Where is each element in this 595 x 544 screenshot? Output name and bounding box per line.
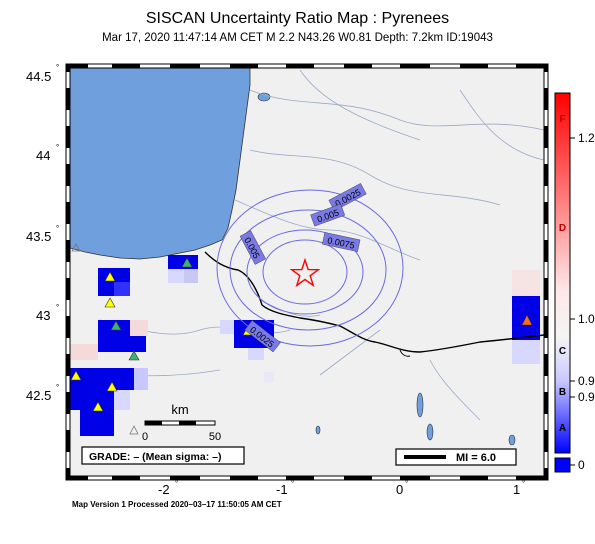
sea-bay-of-biscay [70,68,251,260]
scale-bar-unit: km [171,402,188,417]
grade-letter: D [559,223,566,234]
colorbar-tick-label: 0 [578,458,585,472]
degree-mark: ° [56,303,59,312]
scale-bar-tick: 50 [209,431,221,443]
station-triangle [92,401,104,412]
grade-letter: C [559,346,566,357]
station-triangle [70,370,82,381]
colorbar-tick-label: 0.9 [578,374,595,388]
processing-footer: Map Version 1 Processed 2020–03–17 11:50… [72,500,282,509]
station-triangle [106,381,118,392]
lat-tick-label: 42.5 [26,388,51,403]
grade-letter: B [559,387,566,398]
station-triangle [110,320,122,331]
lake-shape [315,425,321,435]
station-triangle [104,297,116,308]
degree-mark: ° [405,479,408,488]
lat-tick-label: 43.5 [26,229,51,244]
lon-tick-label: -1 [276,482,288,497]
degree-mark: ° [56,224,59,233]
mi-text: MI = 6.0 [456,452,496,464]
degree-mark: ° [56,143,59,152]
lon-tick-label: 1 [513,482,520,497]
map-title: SISCAN Uncertainty Ratio Map : Pyrenees [145,10,450,27]
station-triangle [521,314,533,326]
map-frame [65,63,549,481]
lake-shape [426,423,434,441]
degree-mark: ° [291,479,294,488]
degree-mark: ° [56,63,59,72]
station-triangle [104,271,116,282]
lat-tick-label: 44 [36,148,50,163]
colorbar-tick-label: 1.0 [578,312,595,326]
border-france-spain [204,251,544,353]
uncertainty-contours [216,189,404,347]
lon-tick-label: 0 [396,482,403,497]
lake-shape [508,434,516,446]
station-triangle [181,257,193,268]
scale-bar: km 0 50 [142,402,221,443]
lat-tick-label: 44.5 [26,69,51,84]
colorbar-tick-label: 0.9 [578,390,595,404]
lake-shape [416,392,424,418]
lon-tick-label: -2 [158,482,170,497]
grade-box: GRADE: – (Mean sigma: –) [81,446,245,465]
border-andorra [399,349,411,357]
epicenter-star-icon [289,257,321,288]
contour-0-005 [229,209,387,331]
lat-axis: 44.5 ° 44 ° 43.5 ° 43 ° 42.5 ° [26,63,59,403]
contour-0-0075 [246,229,364,315]
station-triangle-empty [129,425,139,435]
map-body: 0.0025 0.005 0.0075 0.005 0.0025 km [70,68,544,476]
grade-letter: A [559,423,566,434]
contour-0-0025 [216,189,404,347]
scale-bar-tick: 0 [142,431,148,443]
mi-box: MI = 6.0 [395,448,517,466]
grade-letter: F [559,114,565,125]
degree-mark: ° [175,479,178,488]
lon-axis: -2 ° -1 ° 0 ° 1 ° [158,479,525,497]
grade-text: GRADE: – (Mean sigma: –) [89,451,221,463]
lat-tick-label: 43 [36,308,50,323]
station-triangle-empty [71,243,81,252]
event-info: Mar 17, 2020 11:47:14 AM CET M 2.2 N43.2… [102,32,493,44]
lake-shape [257,92,271,102]
colorbar: F D C B A 1.2 1.0 0.9 0.9 0 [554,92,595,473]
degree-mark: ° [522,479,525,488]
contour-inner [262,239,348,305]
colorbar-tick-label: 1.2 [578,131,595,145]
station-triangle [128,350,140,361]
degree-mark: ° [56,383,59,392]
